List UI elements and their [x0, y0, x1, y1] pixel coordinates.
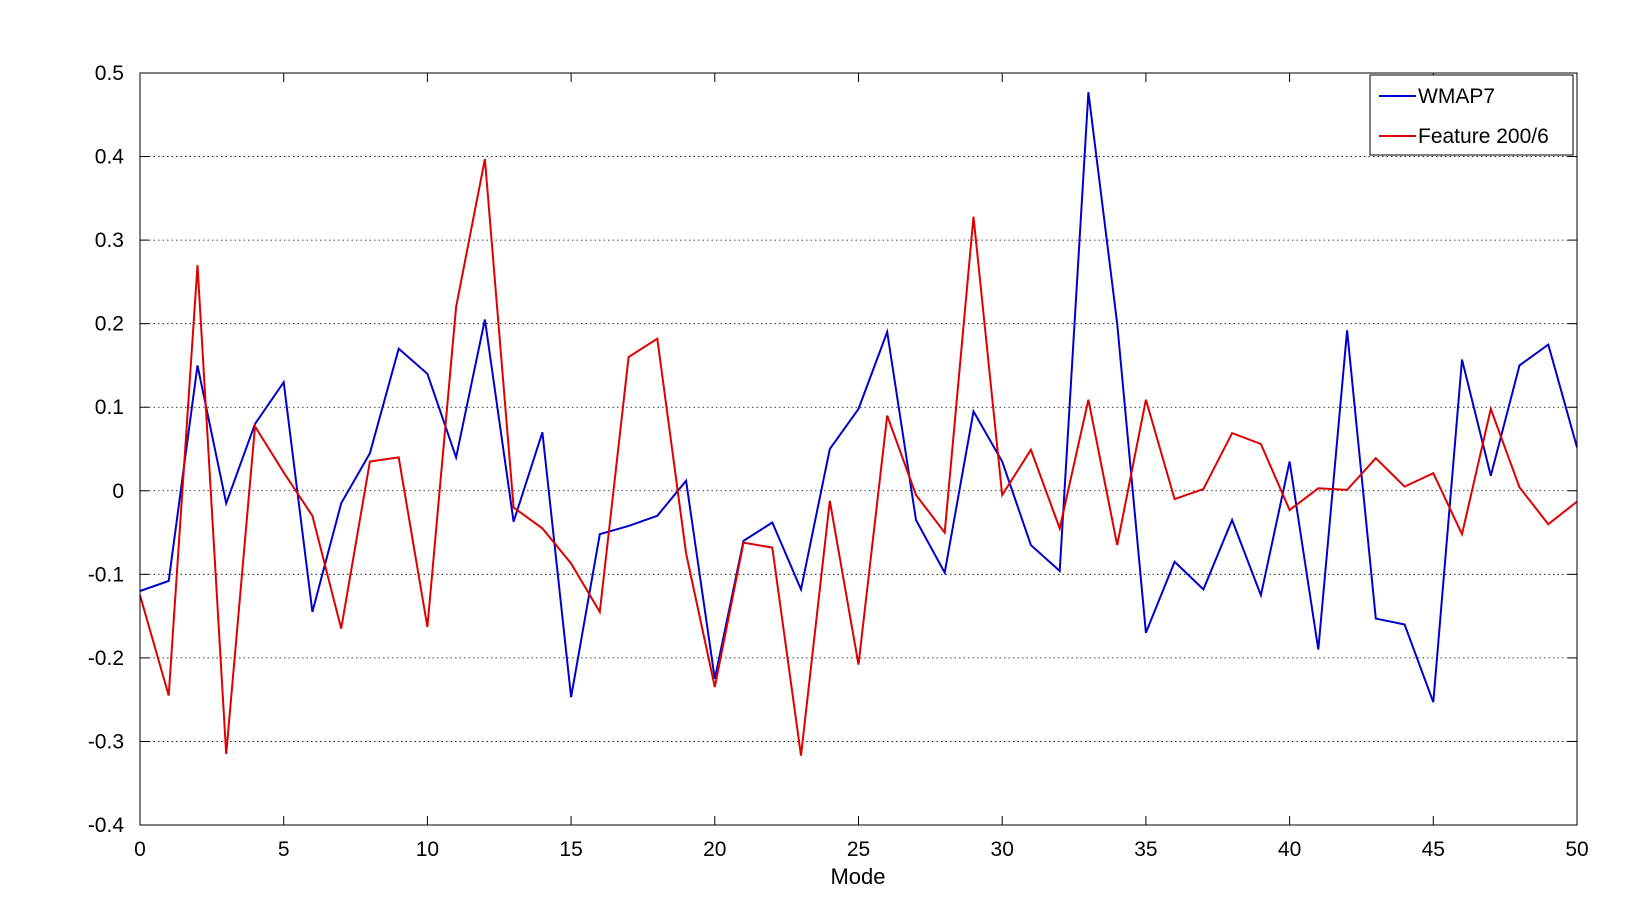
y-tick-label: 0.5: [95, 62, 124, 85]
x-tick-label: 15: [559, 838, 582, 861]
x-axis-title: Mode: [830, 864, 885, 889]
y-tick-label: 0.1: [95, 396, 124, 419]
x-tick-label: 40: [1278, 838, 1301, 861]
tick-labels: -0.4 -0.3 -0.2 -0.1 0 0.1 0.2 0.3 0.4 0.5 0 5 10 15 20…: [88, 62, 1589, 861]
series-line-feature-200-6: [139, 158, 1578, 756]
x-tick-label: 0: [134, 838, 146, 861]
y-tick-label: -0.1: [88, 563, 124, 586]
x-tick-label: 50: [1565, 838, 1588, 861]
x-tick-label: 5: [278, 838, 290, 861]
series-line-wmap7: [139, 92, 1578, 703]
y-tick-label: 0: [112, 480, 124, 503]
grid-lines: [140, 156, 1577, 742]
x-tick-label: 35: [1134, 838, 1157, 861]
x-tick-label: 25: [847, 838, 870, 861]
plot-frame: [139, 72, 1578, 826]
y-tick-label: -0.4: [88, 814, 125, 837]
y-tick-label: 0.3: [95, 229, 124, 252]
x-tick-label: 10: [416, 838, 439, 861]
y-tick-label: -0.3: [88, 730, 124, 753]
legend-label-wmap7: WMAP7: [1418, 85, 1495, 108]
x-tick-label: 30: [991, 838, 1014, 861]
legend: WMAP7 Feature 200/6: [1369, 74, 1574, 156]
series-lines: [139, 92, 1578, 756]
y-tick-label: 0.2: [95, 313, 124, 336]
x-tick-label: 20: [703, 838, 726, 861]
axis-ticks: [139, 72, 1578, 826]
x-tick-label: 45: [1422, 838, 1445, 861]
y-tick-label: 0.4: [95, 146, 125, 169]
y-tick-label: -0.2: [88, 647, 124, 670]
legend-box: [1369, 74, 1574, 156]
legend-label-feature: Feature 200/6: [1418, 125, 1549, 148]
